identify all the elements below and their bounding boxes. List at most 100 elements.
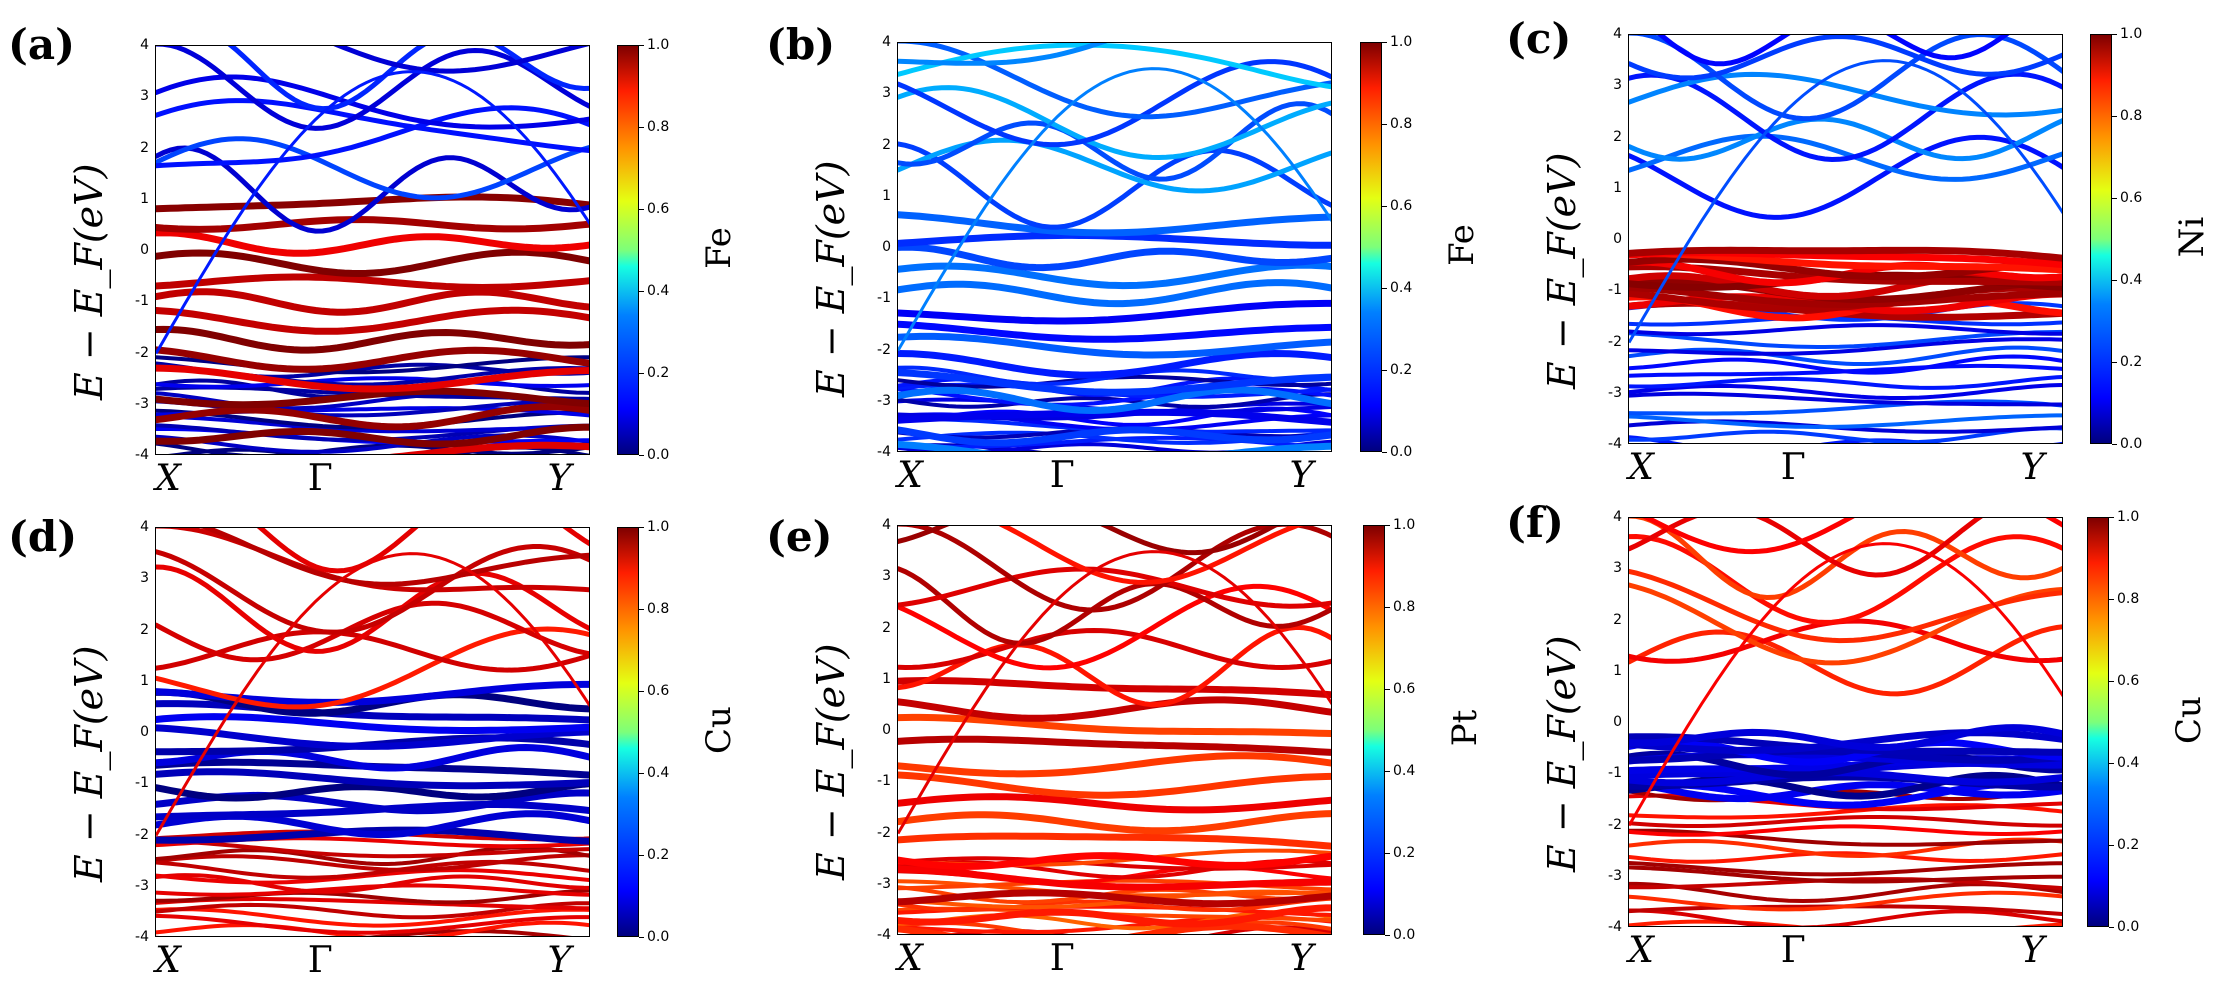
y-tick-label: 0 [882,239,891,255]
band-line-flat-24 [898,793,1331,814]
colorbar [1363,525,1385,935]
x-tick-label: Γ [1049,938,1075,979]
band-line-upper-32 [156,629,589,673]
x-tick-label: Γ [1780,447,1806,488]
bands-svg [156,528,589,936]
band-line-deep-14 [1629,323,2062,337]
colorbar-tick-label: 0.0 [2109,919,2139,935]
y-tick-label: 3 [882,568,891,585]
colorbar-label: Cu [699,706,739,754]
colorbar-tick-label: 0.4 [2109,755,2139,771]
y-tick-label: -1 [877,773,891,790]
x-tick-label: X [1628,930,1654,971]
band-line-upper-35 [898,566,1331,609]
band-line-deep-6 [1629,391,2062,407]
panel-label: (d) [8,512,78,561]
band-line-flat-20 [898,865,1331,891]
band-line-flat-29 [156,688,589,717]
y-tick-label: 4 [1613,26,1622,42]
y-tick-label: 0 [140,724,149,740]
colorbar-tick-label: 0.4 [639,283,669,299]
bands-svg [898,526,1331,934]
band-line-upper-35 [156,544,589,635]
band-line-flat-28 [156,229,589,257]
y-tick-label: 3 [1613,560,1622,577]
colorbar-tick-label: 0.8 [1385,599,1415,615]
y-tick-label: -3 [1608,867,1622,884]
y-tick-label: 0 [882,722,891,738]
colorbar [1360,42,1382,452]
band-line-upper-31 [1629,134,2062,220]
colorbar-tick-label: 0.8 [2109,591,2139,607]
band-line-flat-17 [156,826,589,845]
band-line-flat-28 [898,713,1331,738]
y-tick-label: -3 [135,395,149,412]
y-tick-label: 3 [140,570,149,587]
band-line-deep-13 [1629,329,2062,349]
band-line-upper-33 [156,105,589,169]
band-line-upper-38 [1642,518,2062,555]
band-line-flat-17 [898,440,1331,451]
band-line-deep-4 [1629,890,2062,912]
band-line-upper-34 [1629,568,2062,644]
band-line-upper-33 [156,600,589,663]
colorbar-tick-label: 0.6 [639,201,669,217]
x-tick-label: Y [547,458,572,499]
x-tick-label: Γ [307,458,333,499]
band-line-flat-19 [898,889,1331,908]
band-line-upper-37 [227,46,589,112]
x-tick-label: X [155,940,181,981]
colorbar-tick-label: 0.8 [639,119,669,135]
band-plot-3 [1628,34,2063,444]
panel-label: (a) [8,20,75,69]
colorbar [617,527,639,937]
y-tick-label: -1 [1608,765,1622,782]
colorbar-tick-label: 0.2 [639,365,669,381]
band-line-upper-38 [898,43,1108,66]
band-line-deep-2 [898,920,1331,934]
colorbar-tick-label: 1.0 [1385,517,1415,533]
band-line-flat-26 [898,279,1331,308]
band-line-crossing [156,70,589,355]
band-line-flat-18 [898,904,1331,928]
colorbar-label: Pt [1445,709,1485,747]
colorbar-tick-label: 0.4 [2112,272,2142,288]
colorbar-tick-label: 0.8 [639,601,669,617]
y-tick-label: -2 [877,824,891,841]
band-line-deep-2 [156,920,589,936]
band-line-flat-25 [898,299,1331,325]
band-line-flat-27 [898,735,1331,756]
band-line-crossing [898,67,1331,352]
y-axis-label: E − E_F(eV) [809,160,853,397]
band-line-upper-36 [898,43,1331,120]
y-tick-label: -3 [877,392,891,409]
band-line-deep-9 [156,873,589,894]
colorbar-tick-label: 0.0 [639,447,669,463]
colorbar-tick-label: 0.4 [639,765,669,781]
y-tick-label: 2 [882,619,891,636]
colorbar-tick-label: 0.6 [1385,681,1415,697]
y-tick-label: -4 [877,927,891,943]
band-line-deep-7 [156,888,589,905]
band-line-upper-36 [898,526,1331,613]
band-line-upper-33 [898,583,1331,671]
y-tick-label: -4 [1608,919,1622,935]
colorbar-tick-label: 1.0 [2112,26,2142,42]
band-line-deep-6 [156,414,589,434]
bands-svg [1629,35,2062,443]
colorbar [2087,517,2109,927]
y-tick-label: 2 [882,136,891,153]
band-line-deep-7 [1629,865,2062,884]
x-tick-label: X [897,455,923,496]
band-line-flat-19 [156,403,589,431]
y-tick-label: 4 [1613,509,1622,525]
band-line-flat-21 [156,780,589,802]
band-line-deep-4 [1629,413,2062,430]
band-line-flat-29 [156,215,589,233]
band-line-crossing [156,552,589,837]
band-line-upper-31 [898,141,1331,230]
colorbar-tick-label: 0.2 [1385,845,1415,861]
y-tick-label: 4 [882,517,891,533]
band-line-upper-34 [898,566,1331,646]
band-line-deep-11 [156,859,589,880]
